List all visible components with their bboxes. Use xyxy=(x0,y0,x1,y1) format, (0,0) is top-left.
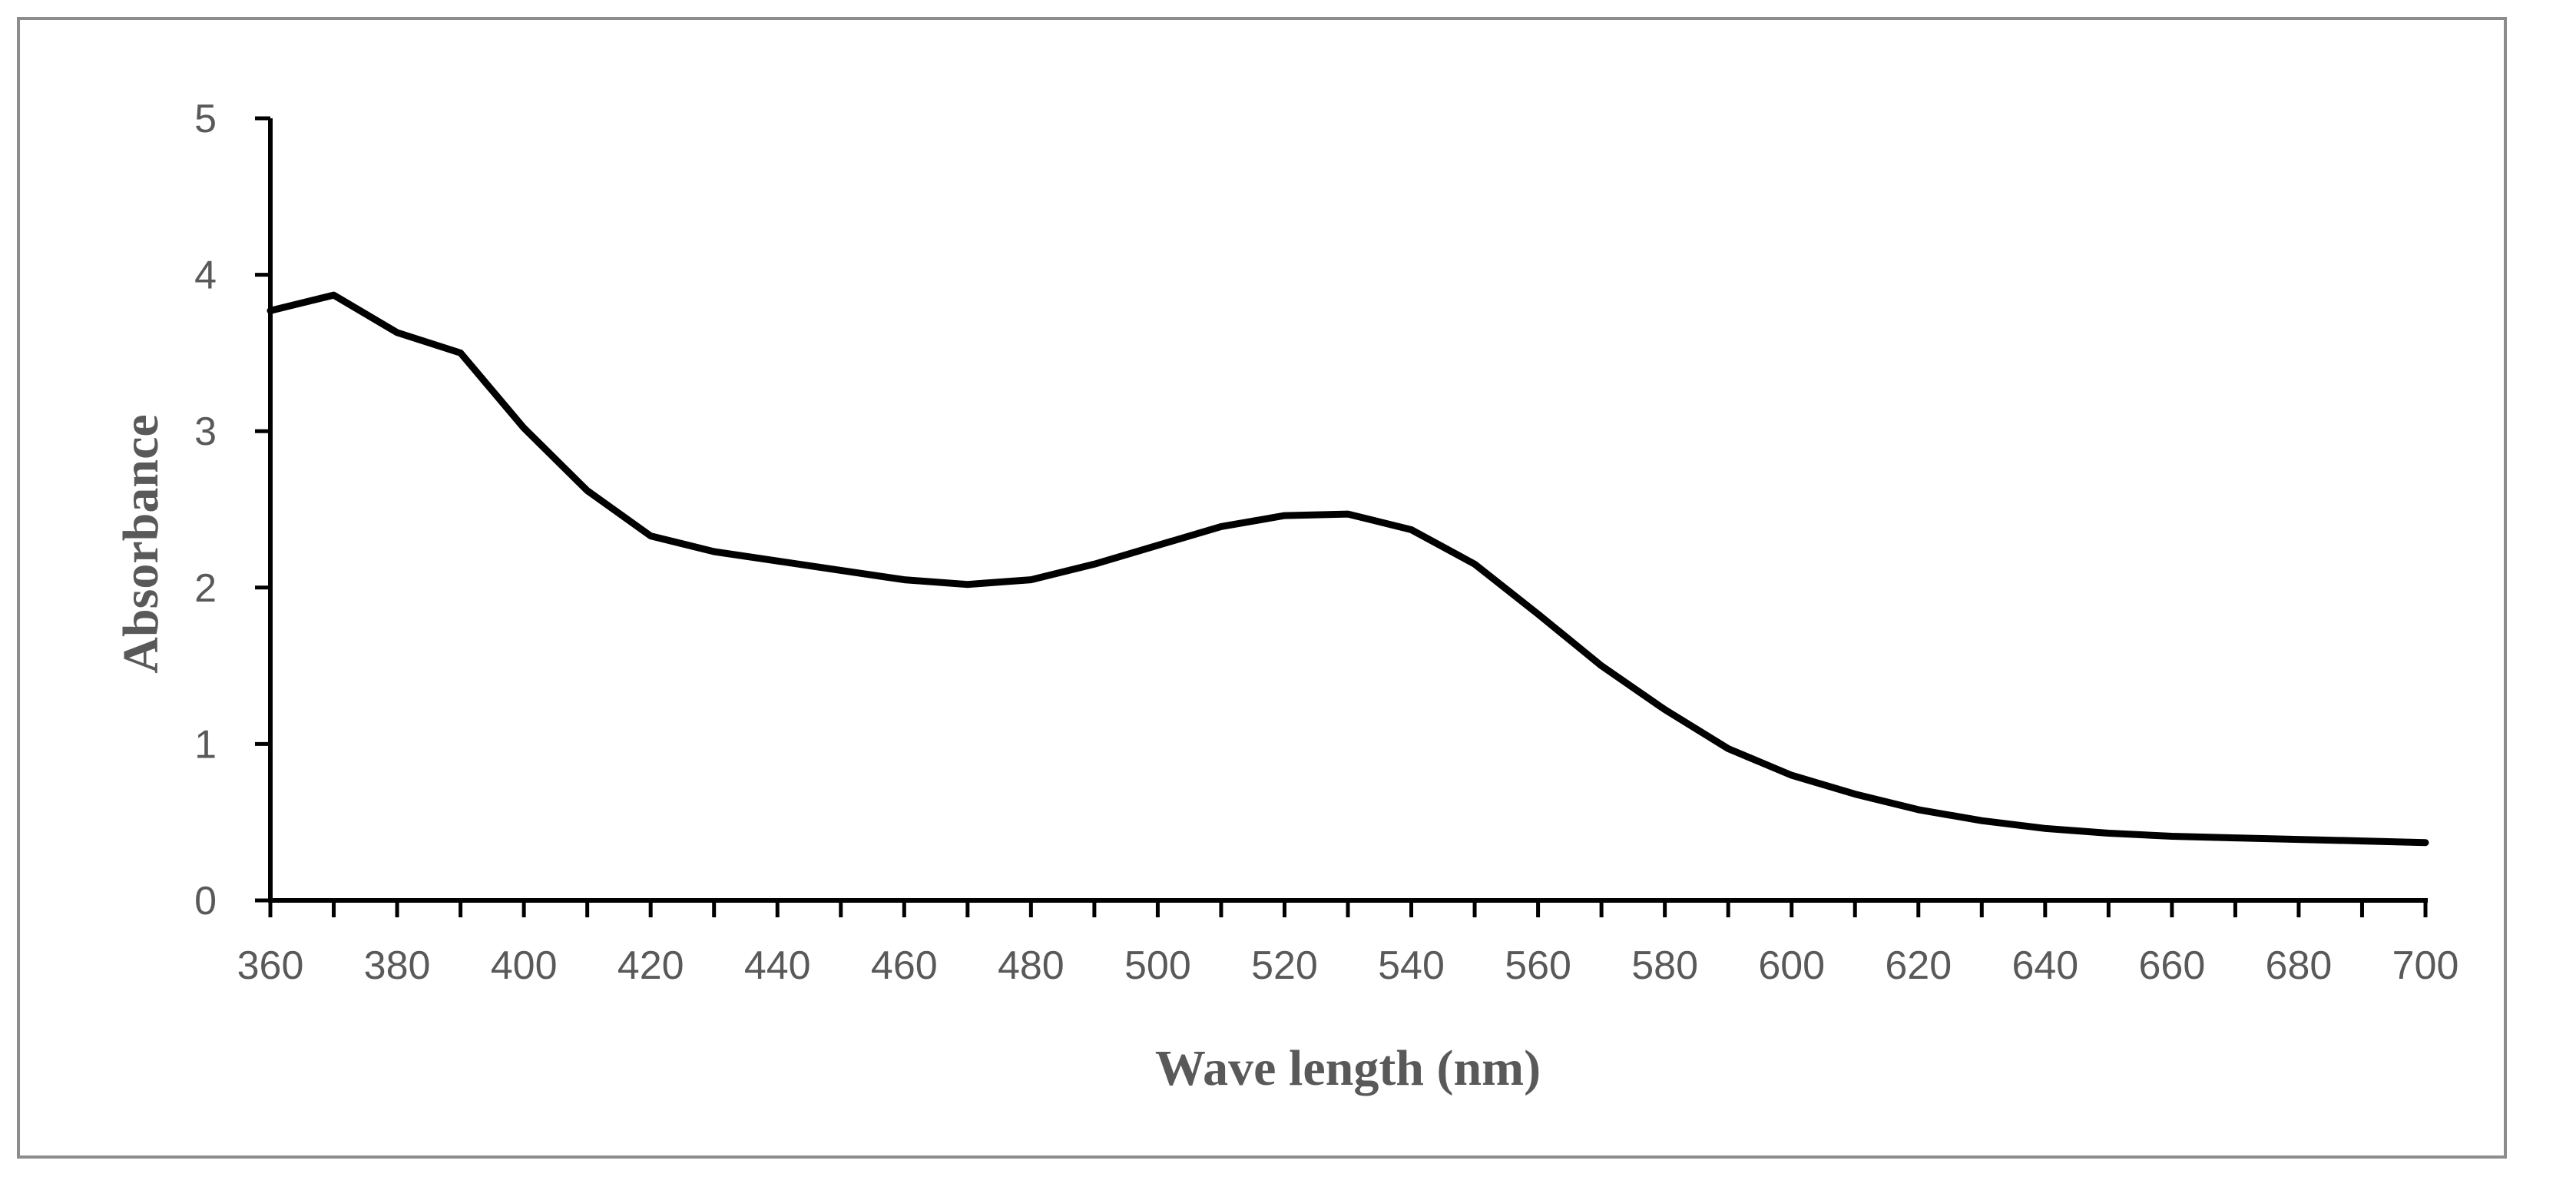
x-tick-label: 520 xyxy=(1251,943,1318,988)
y-tick-label: 2 xyxy=(194,566,217,611)
y-axis-title: Absorbance xyxy=(113,414,169,673)
x-tick-label: 700 xyxy=(2392,943,2459,988)
x-tick-label: 500 xyxy=(1124,943,1191,988)
x-tick-label: 600 xyxy=(1758,943,1825,988)
y-tick-label: 1 xyxy=(194,722,217,767)
x-tick-label: 660 xyxy=(2138,943,2205,988)
x-axis-ticks: 360 380 400 420 440 460 480 500 520 540 560 580 600 6… xyxy=(237,900,2459,988)
y-axis-ticks: 0 1 2 3 4 5 xyxy=(194,97,270,923)
x-tick-label: 380 xyxy=(364,943,431,988)
series-layer xyxy=(267,291,2429,847)
x-tick-label: 620 xyxy=(1885,943,1952,988)
x-axis-title: Wave length (nm) xyxy=(1155,1040,1541,1096)
x-tick-label: 560 xyxy=(1505,943,1571,988)
y-tick-label: 3 xyxy=(194,409,217,454)
x-tick-label: 640 xyxy=(2011,943,2078,988)
x-tick-label: 420 xyxy=(618,943,684,988)
x-tick-label: 540 xyxy=(1378,943,1445,988)
series-line xyxy=(267,291,2429,847)
y-tick-label: 0 xyxy=(194,879,217,923)
x-tick-label: 360 xyxy=(237,943,304,988)
x-tick-label: 580 xyxy=(1631,943,1698,988)
x-tick-label: 460 xyxy=(871,943,938,988)
x-tick-label: 440 xyxy=(744,943,811,988)
x-tick-label: 480 xyxy=(998,943,1065,988)
y-tick-label: 5 xyxy=(194,97,217,141)
x-tick-label: 400 xyxy=(491,943,558,988)
y-tick-label: 4 xyxy=(194,254,217,298)
x-tick-label: 680 xyxy=(2266,943,2333,988)
chart-frame xyxy=(17,17,2507,1159)
